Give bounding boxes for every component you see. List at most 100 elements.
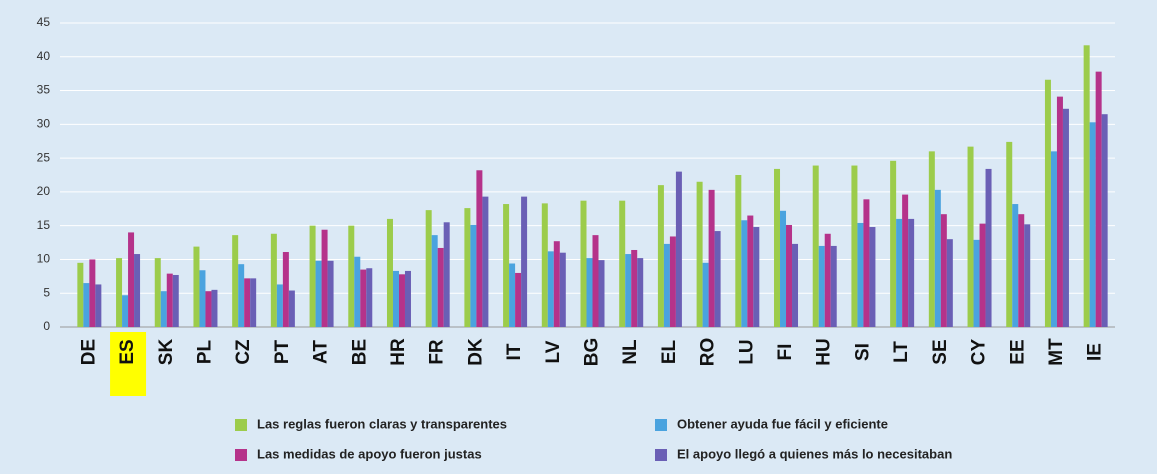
x-tick-label: EL [659,339,680,364]
bar [979,223,986,327]
bar [580,200,587,327]
bar [946,239,953,327]
x-tick-label: DK [465,338,486,366]
bar [437,247,444,327]
bar [1056,96,1063,327]
x-tick-label: MT [1046,338,1067,366]
bar [482,196,489,327]
bar [431,235,438,327]
bar [741,220,748,327]
x-tick-label: SE [930,339,951,364]
bar [774,168,781,327]
bar [270,233,277,327]
legend-swatch [655,449,667,461]
bar [702,262,709,327]
bar [559,252,566,327]
y-tick-label: 5 [43,285,50,299]
x-tick-label: IE [1085,343,1106,361]
x-tick-label: NL [620,339,641,365]
bar [541,203,548,327]
legend-label: Las reglas fueron claras y transparentes [257,416,507,431]
bar [509,263,516,327]
bar [714,231,721,327]
x-tick-label: PL [194,339,215,364]
bar [366,268,373,327]
x-tick-label: HR [388,338,409,366]
highlight [110,332,147,396]
bar [669,236,676,327]
x-tick-label: BE [349,339,370,365]
bar [786,224,793,327]
bar [464,208,471,327]
bar [116,258,123,327]
bar [553,241,560,327]
bar [244,278,251,327]
bar [896,218,903,327]
x-tick-label: CZ [233,339,254,365]
bar [747,215,754,327]
bar [1095,71,1102,327]
legend-swatch [235,449,247,461]
bar [89,259,96,327]
legend-swatch [235,419,247,431]
bar [515,272,522,327]
bar [908,218,915,327]
bar [1050,151,1057,327]
x-tick-label: FI [775,344,796,361]
bar [818,245,825,327]
x-tick-label: LU [736,339,757,364]
bar [657,185,664,327]
bar [735,175,742,327]
bar [631,249,638,327]
legend-swatch [655,419,667,431]
bar [1024,224,1031,327]
bar [890,160,897,327]
bar [211,289,218,327]
bar [940,214,947,327]
bar [503,204,510,327]
bar [122,295,129,327]
x-tick-label: SI [852,343,873,361]
x-tick-label: PT [272,339,293,364]
bar [154,258,161,327]
x-tick-label: SK [156,339,177,366]
bar [967,146,974,327]
bar [857,222,864,327]
bar [276,284,283,327]
bar [851,165,858,327]
legend-label: Las medidas de apoyo fueron justas [257,446,482,461]
bar [780,210,787,327]
x-tick-label: AT [311,340,332,364]
x-tick-label: FR [427,339,448,365]
bar [360,269,367,327]
bar [354,256,361,327]
x-tick-label: LV [543,340,564,363]
bar [392,270,399,327]
bar [134,254,141,327]
bar [625,254,632,327]
bar [443,222,450,327]
bar [592,235,599,327]
bar [348,225,355,327]
bar [1018,214,1025,327]
bar [1006,141,1013,327]
bar [321,229,328,327]
bar [160,291,167,327]
bar [398,274,405,327]
bar [830,245,837,327]
bar [172,274,179,327]
bar [675,171,682,327]
y-tick-label: 35 [37,83,51,97]
x-tick-label: LT [891,341,912,363]
bar [404,270,411,327]
y-tick-label: 40 [37,49,51,63]
bar [193,246,200,327]
bar [928,151,935,327]
bar [470,224,477,327]
bar [386,218,393,327]
bar [282,252,289,327]
bar [128,232,135,327]
x-tick-label: EE [1007,339,1028,364]
bar [199,270,206,327]
